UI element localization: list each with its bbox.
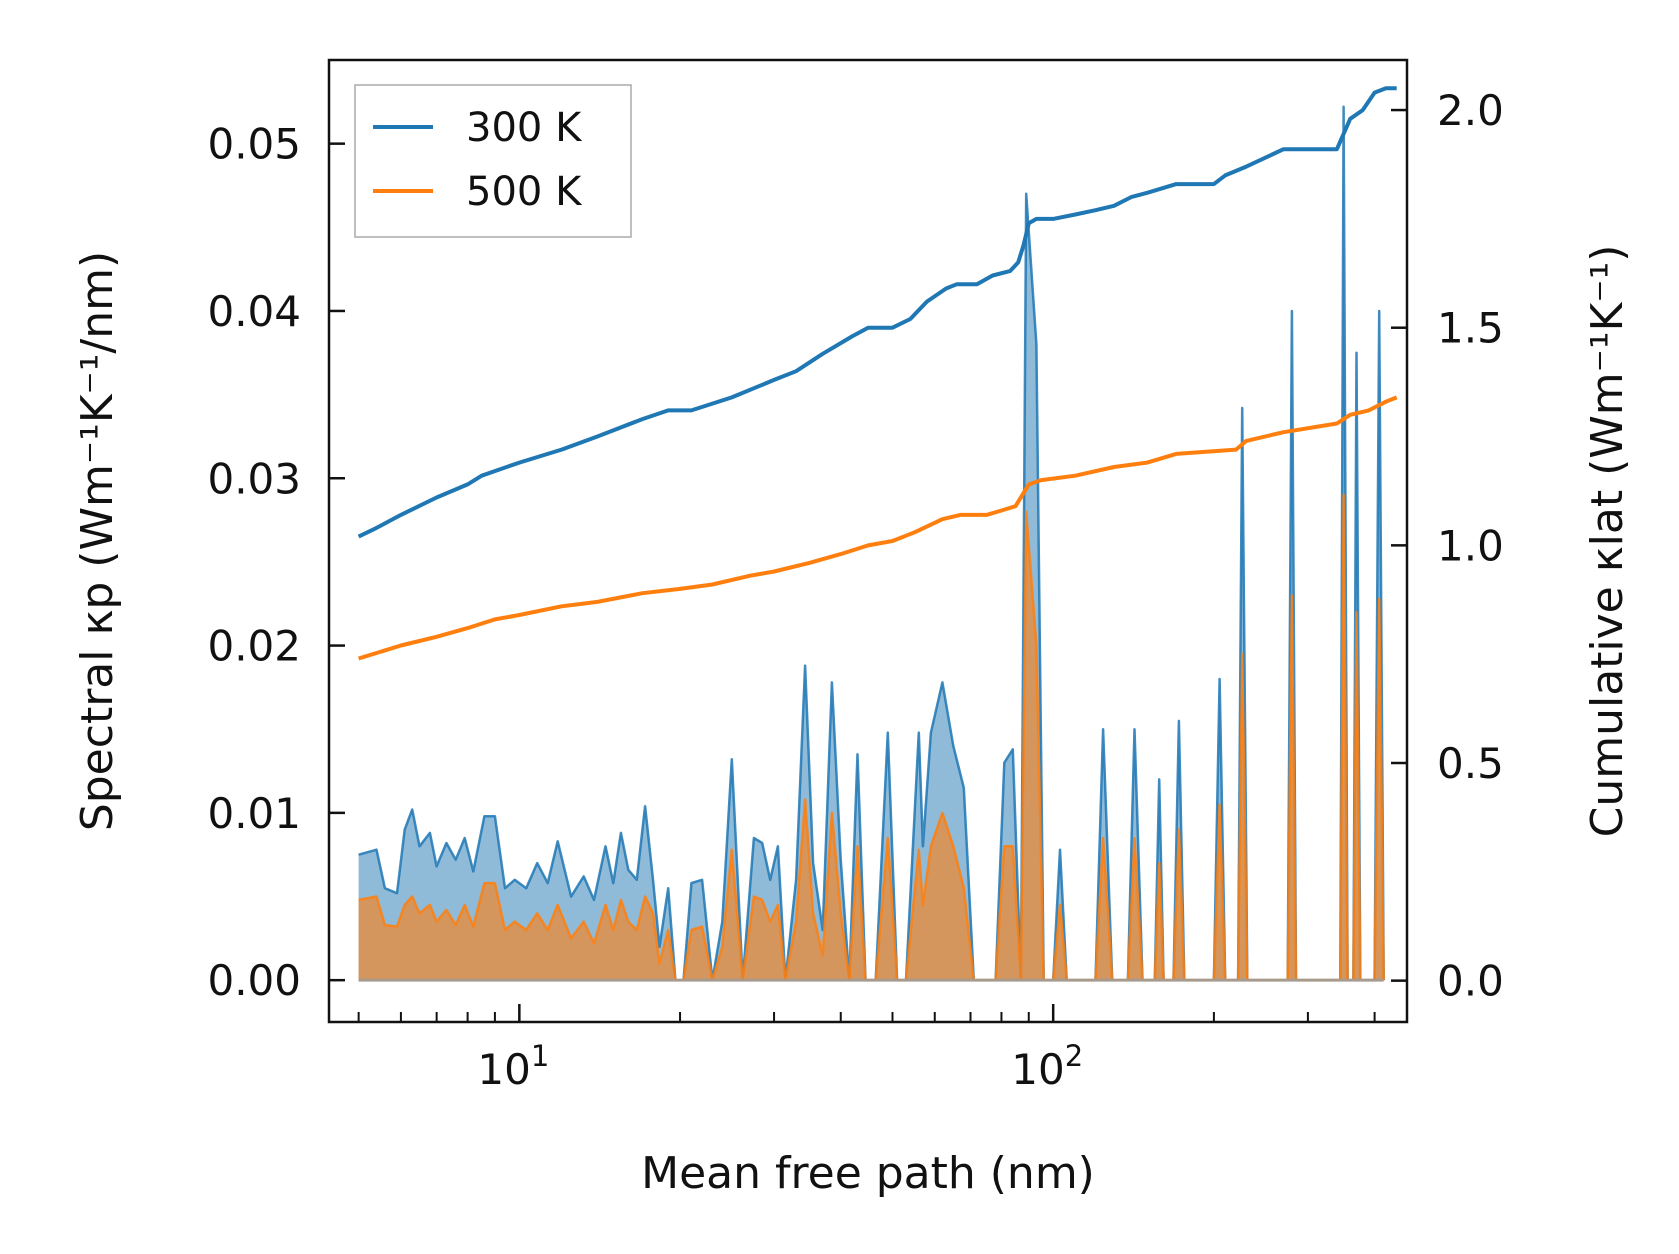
y-right-tick-label: 1.0 — [1437, 521, 1504, 570]
x-axis-title: Mean free path (nm) — [641, 1148, 1095, 1199]
y-left-tick-label: 0.05 — [207, 120, 301, 169]
legend-box — [354, 84, 632, 238]
y-left-tick-label: 0.00 — [207, 956, 301, 1005]
y-right-axis-title: Cumulative κlat (Wm⁻¹K⁻¹) — [1582, 245, 1633, 838]
y-right-tick-label: 0.0 — [1437, 957, 1504, 1006]
plot-content — [357, 86, 1398, 982]
y-left-axis-title: Spectral κp (Wm⁻¹K⁻¹/nm) — [72, 251, 123, 831]
axis-ticks: 0.00 0.01 0.02 0.03 0.04 0.05 0.0 0.5 1.0 1.5 2.0 1… — [207, 86, 1503, 1094]
legend: 300 K 500 K — [354, 84, 632, 238]
plot-frame — [327, 58, 1409, 1024]
legend-label-300k: 300 K — [466, 105, 583, 151]
y-right-tick-label: 1.5 — [1437, 304, 1504, 353]
y-left-tick-label: 0.01 — [207, 789, 301, 838]
legend-label-500k: 500 K — [466, 169, 583, 215]
cumulative-line-300k — [357, 86, 1397, 539]
cumulative-line-500k — [358, 395, 1398, 661]
spectral-area-500k — [358, 495, 1384, 981]
y-right-tick-label: 0.5 — [1437, 739, 1504, 788]
x-tick-label: 101 — [477, 1039, 549, 1094]
y-left-tick-label: 0.02 — [207, 622, 301, 671]
y-left-tick-label: 0.03 — [207, 454, 301, 503]
spectral-area-300k — [358, 106, 1384, 981]
y-left-tick-label: 0.04 — [207, 287, 301, 336]
x-tick-label: 102 — [1011, 1039, 1083, 1094]
y-right-tick-label: 2.0 — [1437, 86, 1504, 135]
